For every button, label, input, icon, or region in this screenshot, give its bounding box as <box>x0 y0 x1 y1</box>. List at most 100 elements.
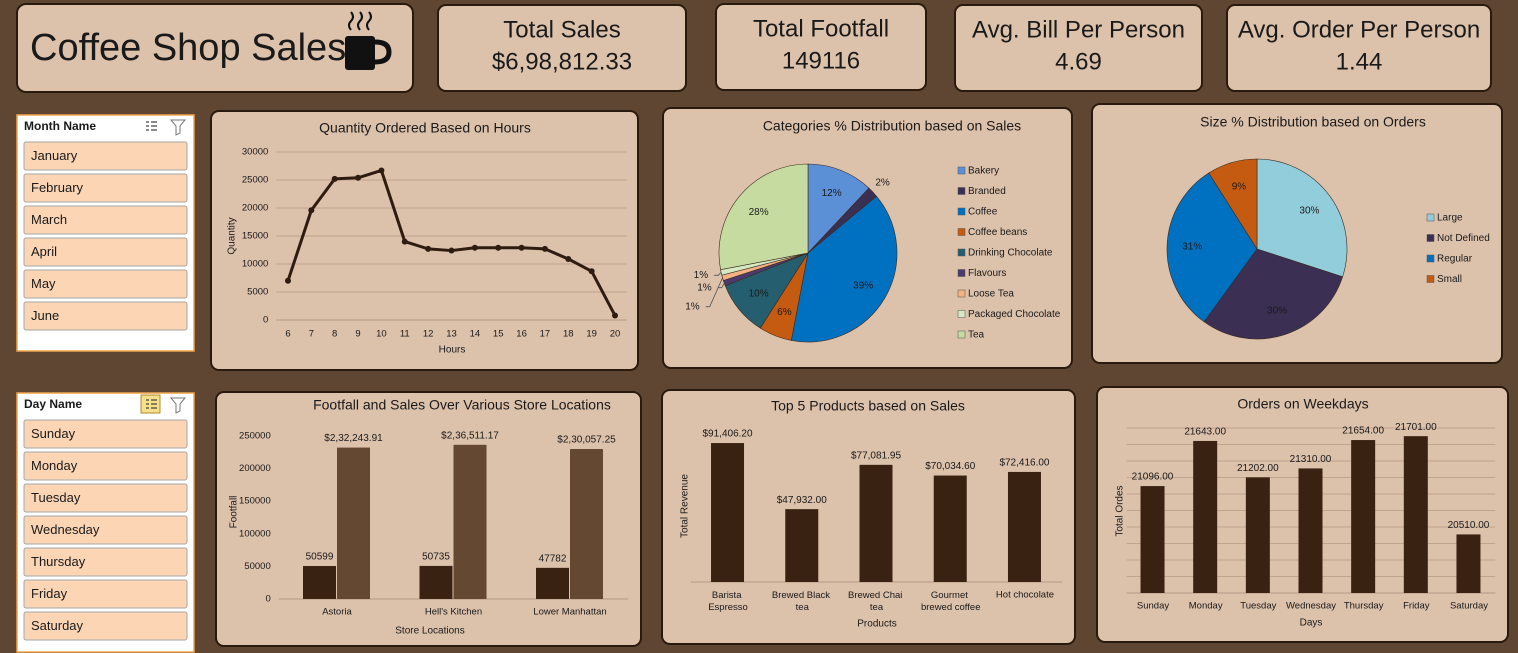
multi-select-button[interactable] <box>146 121 157 131</box>
y-tick-label: 25000 <box>242 175 268 186</box>
pie-slice <box>1203 248 1343 340</box>
x-tick-label: 16 <box>516 329 527 340</box>
x-axis-label: Days <box>1300 618 1323 629</box>
bar <box>1351 440 1376 593</box>
pie-slice <box>1208 158 1258 251</box>
x-tick-label: Friday <box>1403 601 1430 612</box>
legend-swatch <box>957 228 966 236</box>
title-panel <box>16 3 414 93</box>
slicer-item[interactable] <box>23 301 188 331</box>
slicer-item[interactable] <box>23 483 188 513</box>
slicer-item[interactable] <box>23 269 188 299</box>
y-axis-label: Total Ordes <box>1115 485 1126 536</box>
panel <box>210 110 639 371</box>
pie-slice <box>1256 158 1348 278</box>
legend-label: Branded <box>968 186 1006 197</box>
line-marker <box>378 167 385 174</box>
slicer-item-label[interactable]: Sunday <box>31 426 76 441</box>
slicer-item[interactable] <box>23 237 188 267</box>
legend-swatch <box>1426 213 1435 222</box>
multi-select-highlight[interactable] <box>140 394 161 414</box>
slicer-item-label[interactable]: Monday <box>31 458 78 473</box>
x-tick-label: Wednesday <box>1286 601 1336 612</box>
multi-select-button[interactable] <box>146 399 157 409</box>
slicer-item-label[interactable]: January <box>31 148 78 163</box>
slicer-item[interactable] <box>23 205 188 235</box>
data-label: 50735 <box>422 552 450 563</box>
data-label: 21654.00 <box>1342 426 1384 437</box>
slicer-title: Month Name <box>24 119 96 133</box>
slicer-item[interactable] <box>23 579 188 609</box>
slicer-item[interactable] <box>23 419 188 449</box>
slicer-item-label[interactable]: February <box>31 180 84 195</box>
legend-swatch <box>957 207 966 216</box>
x-tick-label: 9 <box>355 329 360 340</box>
chart-title: Footfall and Sales Over Various Store Lo… <box>313 397 611 413</box>
line-marker <box>495 244 502 251</box>
x-tick-label: 8 <box>332 329 337 340</box>
slicer-item[interactable] <box>23 141 188 171</box>
bar <box>785 509 819 582</box>
bar <box>1456 534 1481 593</box>
slicer-item[interactable] <box>23 451 188 481</box>
slicer-item-label[interactable]: Wednesday <box>31 522 100 537</box>
data-label: 1% <box>685 301 700 312</box>
slicer-item-label[interactable]: Tuesday <box>31 490 81 505</box>
line-marker <box>425 245 432 252</box>
x-tick-label: 18 <box>563 329 574 340</box>
x-axis-label: Store Locations <box>395 626 465 637</box>
bar <box>1245 477 1270 593</box>
slicer-item[interactable] <box>23 173 188 203</box>
legend-label: Coffee beans <box>968 227 1027 238</box>
data-label: 20510.00 <box>1448 520 1490 531</box>
panel <box>437 4 687 92</box>
legend-swatch <box>957 310 966 318</box>
leader-line <box>717 282 725 289</box>
bar <box>859 464 893 582</box>
slicer-item[interactable] <box>23 547 188 577</box>
clear-filter-button[interactable] <box>169 119 187 136</box>
x-tick-label: 20 <box>610 329 621 340</box>
data-label: 21202.00 <box>1237 463 1279 474</box>
bar <box>337 447 370 599</box>
x-tick-label: 19 <box>586 329 597 340</box>
kpi-value: 4.69 <box>1055 48 1102 75</box>
legend-label: Flavours <box>968 268 1006 279</box>
slicer-item[interactable] <box>23 515 188 545</box>
x-tick-label: 15 <box>493 329 504 340</box>
legend-swatch <box>1426 234 1435 242</box>
x-tick-label: Sunday <box>1137 601 1169 612</box>
slicer-item[interactable] <box>23 611 188 641</box>
data-label: 10% <box>749 288 769 299</box>
slicer-item-label[interactable]: June <box>31 308 59 323</box>
x-tick-label: Barista Espresso <box>708 590 748 613</box>
legend-swatch <box>1426 275 1435 283</box>
x-tick-label: 12 <box>423 329 434 340</box>
slicer-item-label[interactable]: Saturday <box>31 618 84 633</box>
slicer-item-label[interactable]: March <box>31 212 67 227</box>
data-label: $47,932.00 <box>777 495 827 506</box>
data-label: 28% <box>749 207 769 218</box>
x-tick-label: Thursday <box>1344 601 1384 612</box>
kpi-label: Avg. Bill Per Person <box>972 16 1185 43</box>
slicer-item-label[interactable]: May <box>31 276 56 291</box>
data-label: $77,081.95 <box>851 450 901 461</box>
bar <box>1007 471 1041 582</box>
bar <box>1193 440 1218 593</box>
legend-swatch <box>957 289 966 298</box>
y-tick-label: 100000 <box>239 528 271 539</box>
kpi-value: 1.44 <box>1336 48 1383 75</box>
legend-label: Drinking Chocolate <box>968 248 1053 259</box>
slicer-item-label[interactable]: Friday <box>31 586 68 601</box>
slicer-item-label[interactable]: Thursday <box>31 554 86 569</box>
y-tick-label: 0 <box>265 594 270 605</box>
data-label: 39% <box>853 280 873 291</box>
slicer-item-label[interactable]: April <box>31 244 57 259</box>
clear-filter-button[interactable] <box>169 397 187 414</box>
legend-swatch <box>957 330 966 339</box>
legend-label: Small <box>1437 274 1462 285</box>
bar <box>570 449 603 599</box>
panel <box>954 4 1203 92</box>
y-tick-label: 5000 <box>247 287 268 298</box>
